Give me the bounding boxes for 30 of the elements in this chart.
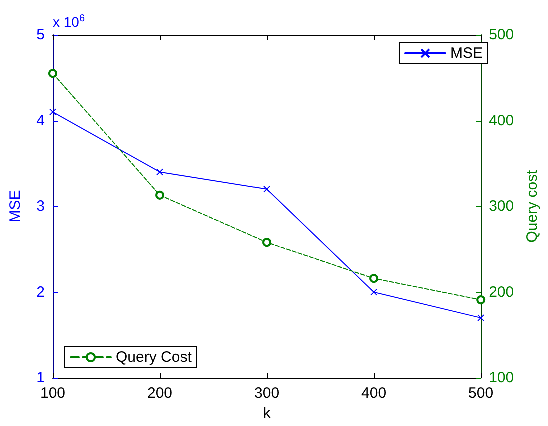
- x-axis-title: k: [263, 405, 272, 422]
- y-tick-label: 1: [36, 370, 45, 387]
- point: [370, 288, 378, 296]
- y2-tick-label: 300: [489, 198, 514, 216]
- point: [370, 274, 379, 284]
- legend-label: Query Cost: [116, 349, 193, 366]
- x-tick-label: 100: [40, 385, 66, 402]
- x-tick-label: 200: [148, 385, 173, 402]
- y2-tick-label: 200: [489, 284, 514, 301]
- y-axis-title: MSE: [7, 190, 24, 223]
- x-tick-label: 300: [254, 385, 280, 402]
- y2-tick-label: 400: [489, 112, 514, 130]
- y-tick-label: 3: [36, 198, 45, 216]
- legend-label: MSE: [450, 45, 484, 62]
- point: [50, 108, 56, 116]
- point: [476, 296, 486, 305]
- point: [156, 190, 165, 200]
- point: [156, 168, 164, 176]
- y2-tick-label: 500: [489, 26, 514, 44]
- y-tick-label: 2: [36, 284, 45, 301]
- x-tick-label: 400: [362, 385, 387, 402]
- y2-tick-label: 100: [489, 370, 514, 387]
- x-tick-label: 500: [468, 385, 494, 402]
- point: [48, 69, 58, 78]
- y-tick-label: 4: [36, 112, 45, 130]
- y-tick-label: 5: [36, 26, 45, 44]
- y2-axis-title: Query cost: [524, 169, 541, 243]
- point: [262, 238, 272, 248]
- point: [478, 314, 485, 322]
- point: [264, 186, 271, 193]
